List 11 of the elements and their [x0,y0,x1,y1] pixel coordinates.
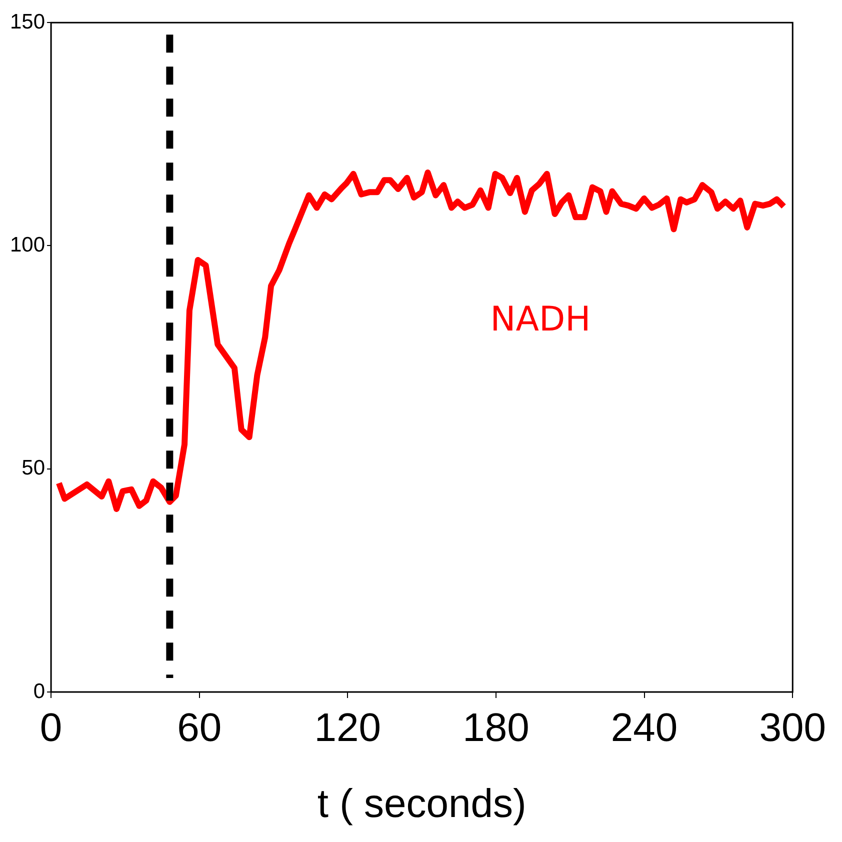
x-axis-title: t ( seconds) [317,782,526,826]
x-tick-label: 180 [462,706,530,750]
x-tick-label: 240 [610,706,678,750]
y-tick-label: 150 [10,10,46,34]
x-tick-label: 60 [177,706,222,750]
y-tick-label: 50 [22,456,46,480]
y-tick-label: 100 [10,234,46,257]
x-tick-label: 300 [759,706,826,750]
x-tick-label: 120 [314,706,382,750]
text: NADH [490,300,591,340]
y-tick-label: 0 [33,680,46,703]
